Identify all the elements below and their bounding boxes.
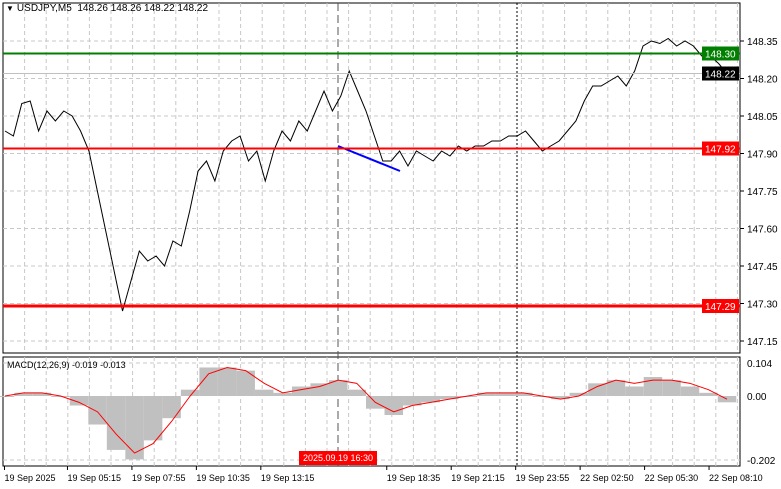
x-tick-label: 22 Sep 08:10 (709, 473, 763, 483)
level-label-bg (702, 46, 739, 61)
crosshair-time-label: 2025.09.19 16:30 (303, 453, 373, 463)
macd-title: MACD(12,26,9) -0.019 -0.013 (7, 360, 126, 370)
macd-histogram-bar (328, 380, 348, 396)
y-tick-label: 147.60 (747, 225, 778, 236)
macd-histogram-bar (421, 396, 441, 403)
chart-title: ▼ USDJPY,M5 148.26 148.26 148.22 148.22 (6, 3, 208, 14)
level-label-bg (702, 299, 739, 313)
macd-panel-frame (2, 356, 741, 467)
y-tick-label: 147.75 (747, 187, 778, 198)
x-tick-label: 19 Sep 07:55 (132, 473, 186, 483)
price-line (4, 37, 728, 312)
macd-histogram-bar (180, 389, 200, 396)
x-tick-label: 19 Sep 05:15 (67, 473, 121, 483)
macd-histogram-bar (217, 367, 237, 396)
y-tick-label: 147.15 (747, 337, 778, 348)
macd-histogram-bar (347, 389, 366, 396)
macd-histogram-bar (69, 396, 89, 406)
x-tick-label: 19 Sep 2025 (4, 473, 55, 483)
macd-histogram-bar (440, 396, 459, 400)
x-tick-label: 22 Sep 02:50 (580, 473, 634, 483)
macd-histogram-bar (291, 386, 311, 396)
macd-histogram-bar (551, 396, 570, 400)
y-tick-label: 147.30 (747, 300, 778, 311)
macd-histogram-bar (125, 396, 144, 460)
macd-tick-label: -0.202 (747, 456, 776, 467)
macd-histogram-bar (625, 386, 644, 396)
x-tick-label: 19 Sep 18:35 (387, 473, 441, 483)
macd-histogram-bar (254, 389, 274, 396)
price-panel-frame (2, 2, 741, 354)
macd-histogram-bar (606, 380, 626, 396)
x-tick-label: 19 Sep 13:15 (261, 473, 315, 483)
crosshair-time-bg (299, 451, 377, 465)
trend-line (337, 145, 401, 172)
macd-histogram-bar (514, 392, 533, 396)
x-tick-label: 19 Sep 10:35 (196, 473, 250, 483)
y-tick-label: 147.90 (747, 150, 778, 161)
level-label: 148.30 (705, 50, 736, 61)
macd-histogram-bar (236, 370, 255, 396)
current-price-bg (702, 66, 739, 81)
macd-histogram-bar (403, 396, 422, 406)
current-price-label: 148.22 (705, 70, 736, 81)
ohlc-values: 148.26 148.26 148.22 148.22 (77, 3, 209, 14)
x-tick-label: 22 Sep 05:30 (645, 473, 699, 483)
macd-histogram-bar (0, 396, 15, 397)
macd-tick-label: 0.104 (747, 359, 772, 370)
macd-histogram-bar (162, 396, 181, 419)
macd-histogram-bar (643, 376, 663, 396)
x-tick-label: 19 Sep 23:55 (516, 473, 570, 483)
symbol-label: USDJPY,M5 (16, 3, 72, 14)
macd-histogram-bar (699, 392, 718, 396)
level-label-bg (702, 141, 739, 156)
macd-histogram-bar (143, 396, 163, 441)
level-label: 147.29 (705, 302, 736, 313)
macd-histogram-bar (273, 392, 292, 396)
macd-histogram-bar (680, 386, 700, 396)
y-tick-label: 147.45 (747, 262, 778, 273)
y-tick-label: 148.20 (747, 75, 778, 86)
macd-values: -0.019 -0.013 (72, 360, 126, 370)
macd-histogram-bar (588, 383, 607, 396)
collapse-triangle-icon[interactable]: ▼ (6, 4, 14, 13)
y-tick-label: 148.05 (747, 112, 778, 123)
macd-histogram-bar (569, 392, 589, 396)
macd-histogram-bar (310, 383, 329, 396)
level-label: 147.92 (705, 145, 736, 156)
macd-histogram-bar (32, 392, 52, 396)
macd-histogram-bar (14, 392, 33, 396)
macd-histogram-bar (495, 392, 515, 396)
macd-label: MACD(12,26,9) (7, 360, 70, 370)
macd-tick-label: 0.00 (747, 392, 767, 403)
macd-histogram-bar (477, 392, 496, 396)
macd-histogram-bar (662, 380, 681, 396)
macd-signal-line (4, 366, 728, 454)
y-tick-label: 148.35 (747, 37, 778, 48)
macd-histogram-bar (106, 396, 126, 450)
x-tick-label: 19 Sep 21:15 (451, 473, 505, 483)
macd-histogram-bar (199, 367, 218, 396)
